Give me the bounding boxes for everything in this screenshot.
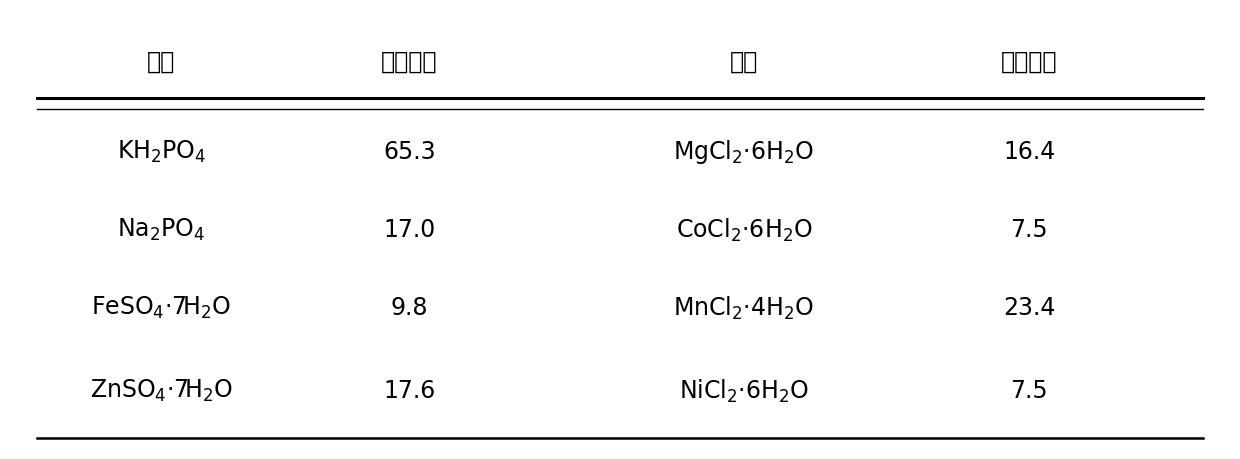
Text: KH$_2$PO$_4$: KH$_2$PO$_4$ — [117, 139, 206, 164]
Text: 23.4: 23.4 — [1003, 296, 1055, 319]
Text: 质量浓度: 质量浓度 — [1001, 50, 1058, 74]
Text: 16.4: 16.4 — [1003, 140, 1055, 163]
Text: 组分: 组分 — [730, 50, 758, 74]
Text: 7.5: 7.5 — [1011, 378, 1048, 402]
Text: Na$_2$PO$_4$: Na$_2$PO$_4$ — [117, 217, 206, 242]
Text: 质量浓度: 质量浓度 — [381, 50, 438, 74]
Text: ZnSO$_4$·7H$_2$O: ZnSO$_4$·7H$_2$O — [89, 377, 233, 403]
Text: FeSO$_4$·7H$_2$O: FeSO$_4$·7H$_2$O — [91, 295, 232, 320]
Text: 9.8: 9.8 — [391, 296, 428, 319]
Text: 65.3: 65.3 — [383, 140, 435, 163]
Text: MnCl$_2$·4H$_2$O: MnCl$_2$·4H$_2$O — [673, 294, 815, 321]
Text: 17.6: 17.6 — [383, 378, 435, 402]
Text: 7.5: 7.5 — [1011, 218, 1048, 241]
Text: 17.0: 17.0 — [383, 218, 435, 241]
Text: NiCl$_2$·6H$_2$O: NiCl$_2$·6H$_2$O — [680, 376, 808, 404]
Text: 组分: 组分 — [148, 50, 175, 74]
Text: CoCl$_2$·6H$_2$O: CoCl$_2$·6H$_2$O — [676, 216, 812, 243]
Text: MgCl$_2$·6H$_2$O: MgCl$_2$·6H$_2$O — [673, 138, 815, 165]
